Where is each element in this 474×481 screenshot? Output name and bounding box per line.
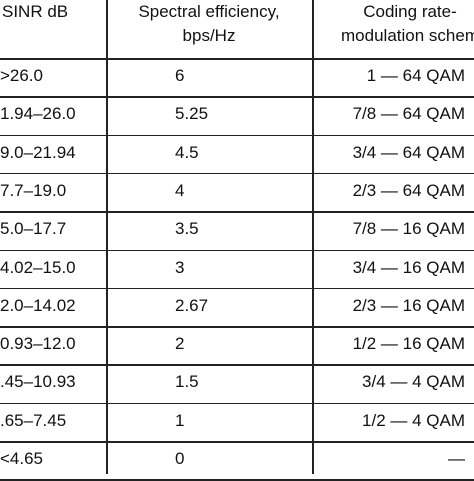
cell: 1	[175, 410, 185, 430]
cell: 4.02–15.0	[0, 257, 76, 277]
cell: <4.65	[0, 449, 44, 468]
cell: 1 — 64 QAM	[366, 66, 465, 85]
column-rule	[312, 0, 314, 474]
cell: 1/2 — 16 QAM	[352, 334, 465, 354]
cell: >26.0	[0, 66, 44, 85]
row-rule	[0, 402, 474, 405]
cell: 0.93–12.0	[0, 334, 76, 354]
row-rule	[0, 249, 474, 251]
cell: 1.94–26.0	[0, 104, 76, 124]
cell: 9.0–21.94	[0, 142, 76, 162]
cell: 1.5	[175, 372, 199, 392]
cell: 2.0–14.02	[0, 295, 76, 315]
cell: 7/8 — 64 QAM	[352, 104, 465, 124]
header-cell: modulation schem	[341, 26, 474, 45]
row-rule	[0, 172, 474, 175]
row-rule	[0, 441, 474, 443]
cell: —	[448, 449, 465, 468]
row-rule	[0, 96, 474, 98]
cell: 5.0–17.7	[0, 219, 67, 239]
cell: 5.25	[175, 104, 209, 124]
header-cell: Coding rate-	[363, 2, 457, 21]
cell: 2/3 — 64 QAM	[352, 180, 465, 200]
row-rule	[0, 134, 474, 137]
header-cell: SINR dB	[2, 2, 69, 21]
cell: 7/8 — 16 QAM	[352, 219, 465, 239]
row-rule	[0, 287, 474, 290]
cell: 3.5	[175, 219, 199, 239]
cell: 3/4 — 4 QAM	[362, 372, 465, 392]
cell: 2/3 — 16 QAM	[352, 295, 465, 315]
cell: 2	[175, 334, 185, 354]
row-rule	[0, 211, 474, 213]
cell: 3	[175, 257, 185, 277]
cell: 0	[175, 449, 185, 468]
column-rule	[106, 0, 108, 474]
cell: .45–10.93	[0, 372, 76, 392]
cell: 2.67	[175, 295, 209, 315]
cell: 1/2 — 4 QAM	[362, 410, 465, 430]
header-cell: Spectral efficiency,	[138, 2, 280, 21]
cell: .65–7.45	[0, 410, 67, 430]
cell: 3/4 — 16 QAM	[352, 257, 465, 277]
row-rule	[0, 364, 474, 366]
cell: 4.5	[175, 142, 199, 162]
row-rule	[0, 326, 474, 328]
cell: 3/4 — 64 QAM	[352, 142, 465, 162]
cell: 7.7–19.0	[0, 180, 67, 200]
header-cell: bps/Hz	[182, 26, 236, 45]
cell: 6	[175, 66, 185, 85]
row-rule	[0, 58, 474, 60]
cell: 4	[175, 180, 185, 200]
